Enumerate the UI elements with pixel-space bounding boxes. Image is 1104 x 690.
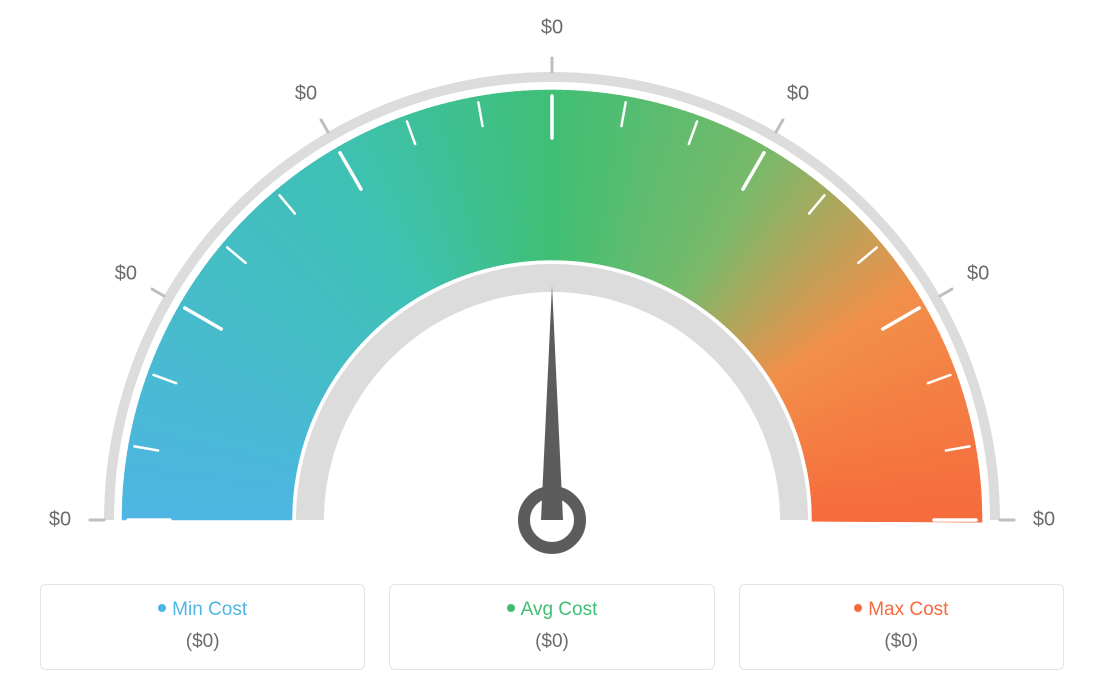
legend-dot-icon — [507, 604, 515, 612]
legend-label-text: Min Cost — [172, 599, 247, 620]
outer-tick — [152, 289, 164, 296]
scale-label: $0 — [295, 82, 317, 105]
legend-dot-icon — [854, 604, 862, 612]
scale-label: $0 — [115, 263, 137, 286]
legend-label-text: Max Cost — [868, 599, 948, 620]
gauge-svg — [0, 0, 1104, 560]
legend-row: Min Cost ($0) Avg Cost ($0) Max Cost ($0) — [40, 584, 1064, 670]
legend-title: Avg Cost — [408, 599, 695, 621]
outer-tick — [940, 289, 952, 296]
legend-value: ($0) — [408, 631, 695, 653]
cost-gauge-chart: $0$0$0$0$0$0$0 Min Cost($0)Avg Cost($0)M… — [0, 0, 1104, 690]
scale-label: $0 — [49, 509, 71, 532]
scale-label: $0 — [1033, 509, 1055, 532]
legend-label-text: Avg Cost — [521, 599, 598, 620]
gauge-area: $0 $0 $0 $0 $0 $0 $0 — [0, 0, 1104, 560]
scale-label: $0 — [787, 82, 809, 105]
legend-title: Min Cost — [59, 599, 346, 621]
outer-tick — [776, 120, 783, 132]
legend-card: Min Cost ($0) — [40, 584, 365, 670]
legend-value: ($0) — [758, 631, 1045, 653]
legend-value: ($0) — [59, 631, 346, 653]
scale-label: $0 — [541, 17, 563, 40]
legend-title: Max Cost — [758, 599, 1045, 621]
outer-tick — [321, 120, 328, 132]
legend-card: Max Cost ($0) — [739, 584, 1064, 670]
gauge-needle — [541, 285, 563, 520]
legend-card: Avg Cost ($0) — [389, 584, 714, 670]
legend-dot-icon — [158, 604, 166, 612]
scale-label: $0 — [967, 263, 989, 286]
